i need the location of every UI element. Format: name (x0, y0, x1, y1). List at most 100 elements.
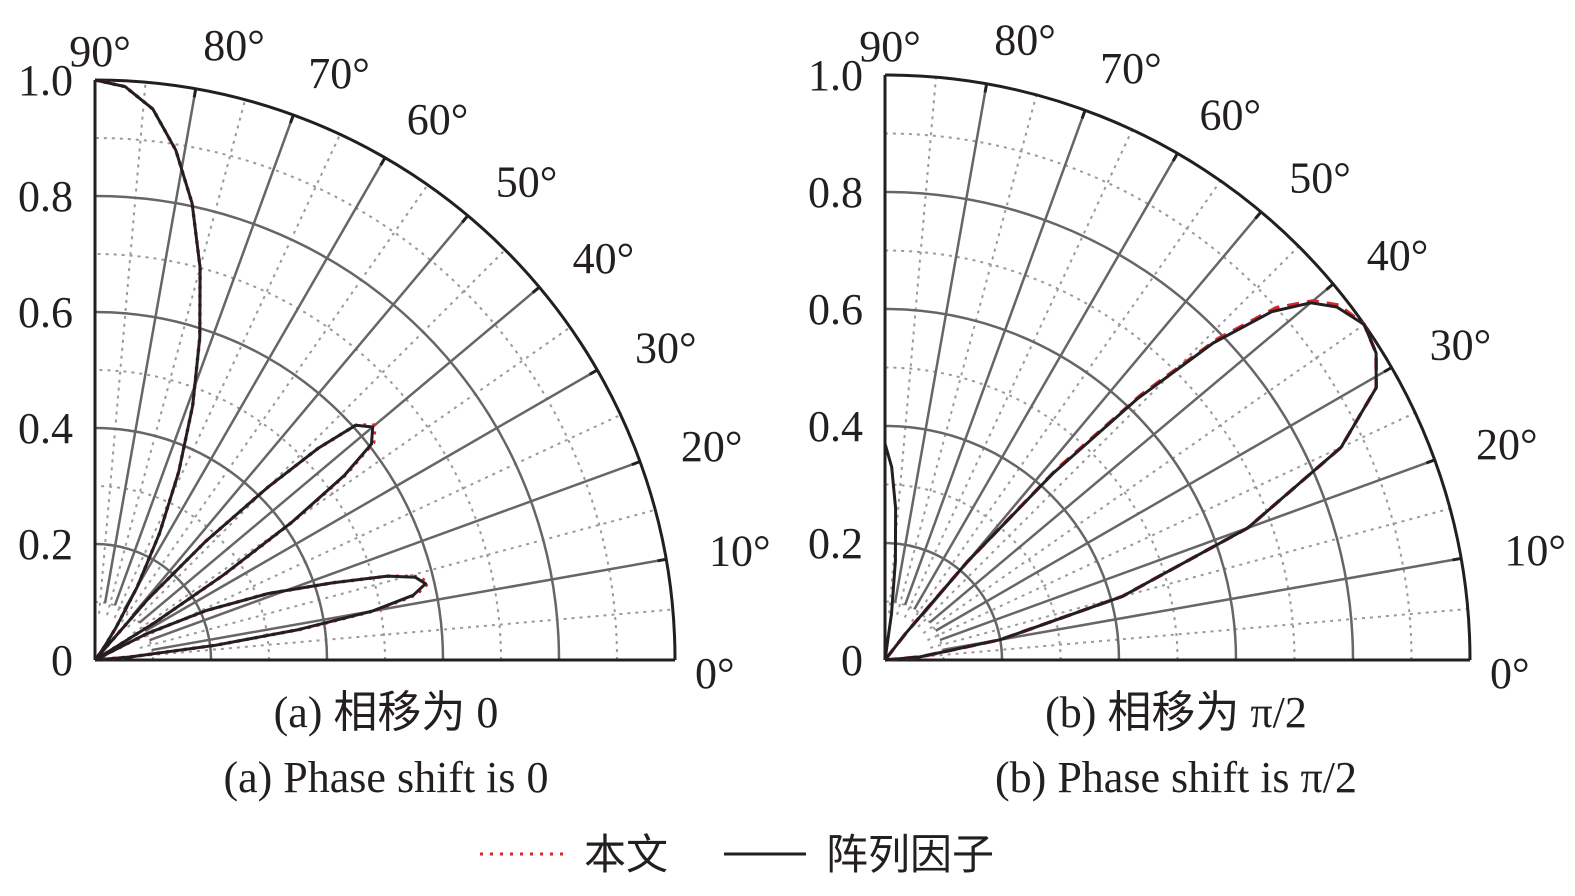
caption-a-cn: (a) 相移为 0 (274, 688, 499, 737)
radial-tick-label-b: 0.8 (808, 168, 863, 217)
angle-tick-label-b: 50° (1289, 153, 1351, 202)
minor-circle-gridline (94, 137, 618, 661)
circle-gridline (94, 310, 445, 661)
circle-gridline (94, 542, 213, 661)
angle-tick-mark (1171, 152, 1179, 162)
radial-tick-label-a: 0 (51, 636, 73, 685)
radial-gridline (929, 283, 1334, 624)
angle-tick-label-a: 30° (635, 323, 697, 372)
outer-arc (884, 73, 1472, 661)
minor-radial-gridline (903, 129, 1134, 619)
legend-label-array-factor: 阵列因子 (826, 830, 994, 879)
radial-tick-label-a: 0.8 (18, 172, 73, 221)
angle-tick-label-b: 70° (1100, 44, 1162, 93)
minor-radial-gridline (98, 82, 147, 614)
angle-tick-label-a: 0° (695, 649, 735, 698)
minor-radial-gridline (127, 249, 506, 628)
radial-gridline (113, 114, 295, 606)
angle-tick-label-a: 10° (709, 527, 771, 576)
angle-tick-mark (589, 368, 599, 376)
angle-tick-mark (657, 557, 667, 563)
radial-gridline (149, 460, 641, 642)
angle-tick-mark (1254, 210, 1263, 220)
minor-radial-gridline (929, 507, 1451, 649)
legend: 本文 阵列因子 (480, 830, 994, 879)
radial-tick-label-a: 0.4 (18, 404, 73, 453)
angle-tick-mark (288, 114, 295, 124)
circle-gridline (94, 194, 561, 661)
angle-tick-mark (983, 83, 989, 93)
angle-tick-label-b: 90° (859, 22, 921, 71)
angle-tick-mark (1452, 556, 1462, 562)
angle-tick-mark (1383, 366, 1393, 374)
minor-radial-gridline (926, 411, 1416, 642)
polar-chart-a: 0 0.2 0.4 0.6 0.8 1.0 0° 10° 20° 30°40° 50° 60° 70° 8… (18, 21, 771, 698)
minor-radial-gridline (917, 245, 1300, 628)
angle-tick-label-a: 60° (407, 95, 469, 144)
angle-tick-mark (1425, 458, 1436, 465)
minor-radial-gridline (896, 94, 1038, 616)
minor-circle-gridline (884, 600, 945, 661)
radial-tick-label-b: 0.2 (808, 519, 863, 568)
minor-radial-gridline (113, 133, 342, 619)
angle-tick-label-b: 80° (994, 16, 1056, 65)
radial-gridline (151, 558, 667, 652)
radial-gridline (939, 458, 1436, 642)
minor-circle-gridline (94, 485, 270, 661)
minor-radial-gridline (911, 180, 1222, 623)
circle-gridline (884, 424, 1121, 661)
caption-b-en: (b) Phase shift is π/2 (995, 753, 1357, 802)
angle-tick-label-b: 10° (1504, 526, 1566, 575)
angle-tick-mark (461, 214, 469, 224)
radial-gridline (103, 88, 197, 604)
series-line-array-factor-b (883, 301, 1378, 662)
minor-radial-gridline (931, 608, 1468, 657)
minor-radial-gridline (136, 413, 622, 642)
radial-tick-label-b: 0.6 (808, 285, 863, 334)
angle-tick-label-b: 0° (1490, 649, 1530, 698)
angle-tick-mark (192, 88, 198, 98)
radial-tick-label-a: 0.6 (18, 288, 73, 337)
angle-tick-mark (379, 156, 387, 166)
angle-tick-label-a: 20° (681, 422, 743, 471)
angle-tick-label-a: 40° (573, 234, 635, 283)
angle-tick-mark (1325, 282, 1335, 291)
series-line-array-factor-a (94, 574, 428, 662)
angle-tick-label-b: 30° (1430, 321, 1492, 370)
minor-radial-gridline (922, 323, 1365, 634)
radial-tick-label-b: 1.0 (808, 51, 863, 100)
angle-tick-mark (1080, 109, 1087, 120)
radial-gridline (942, 557, 1462, 652)
angle-tick-label-a: 50° (496, 157, 558, 206)
series-line-array-factor-b (883, 443, 898, 661)
radial-tick-label-a: 0.2 (18, 520, 73, 569)
angle-tick-label-a: 70° (308, 49, 370, 98)
radial-gridline (131, 214, 469, 617)
minor-circle-gridline (94, 369, 386, 661)
angle-tick-label-a: 80° (203, 21, 265, 70)
outer-arc (94, 78, 677, 661)
circle-gridline (884, 541, 1004, 661)
angle-tick-mark (631, 460, 641, 467)
radial-gridline (144, 368, 598, 633)
radial-gridline (935, 366, 1393, 632)
radial-gridline (893, 83, 988, 603)
radial-gridline (903, 109, 1087, 606)
radial-gridline (913, 152, 1179, 610)
series-line-array-factor-a (93, 78, 202, 661)
angle-tick-label-b: 20° (1476, 420, 1538, 469)
minor-radial-gridline (132, 326, 571, 635)
polar-chart-b: 0 0.2 0.4 0.6 0.8 1.0 0° 10° 20° 30°40° 50° 60° 70° 8… (808, 16, 1566, 698)
circle-gridline (884, 307, 1238, 661)
minor-circle-gridline (884, 483, 1062, 661)
legend-label-this-paper: 本文 (584, 830, 668, 879)
caption-b-cn: (b) 相移为 π/2 (1045, 688, 1307, 737)
angle-tick-label-a: 90° (69, 27, 131, 76)
angle-tick-mark (531, 286, 541, 294)
minor-radial-gridline (139, 508, 656, 649)
angle-tick-label-b: 40° (1367, 231, 1429, 280)
series-line-array-factor-a (93, 423, 375, 662)
radial-tick-label-b: 0 (841, 636, 863, 685)
radial-tick-label-a: 1.0 (18, 56, 73, 105)
